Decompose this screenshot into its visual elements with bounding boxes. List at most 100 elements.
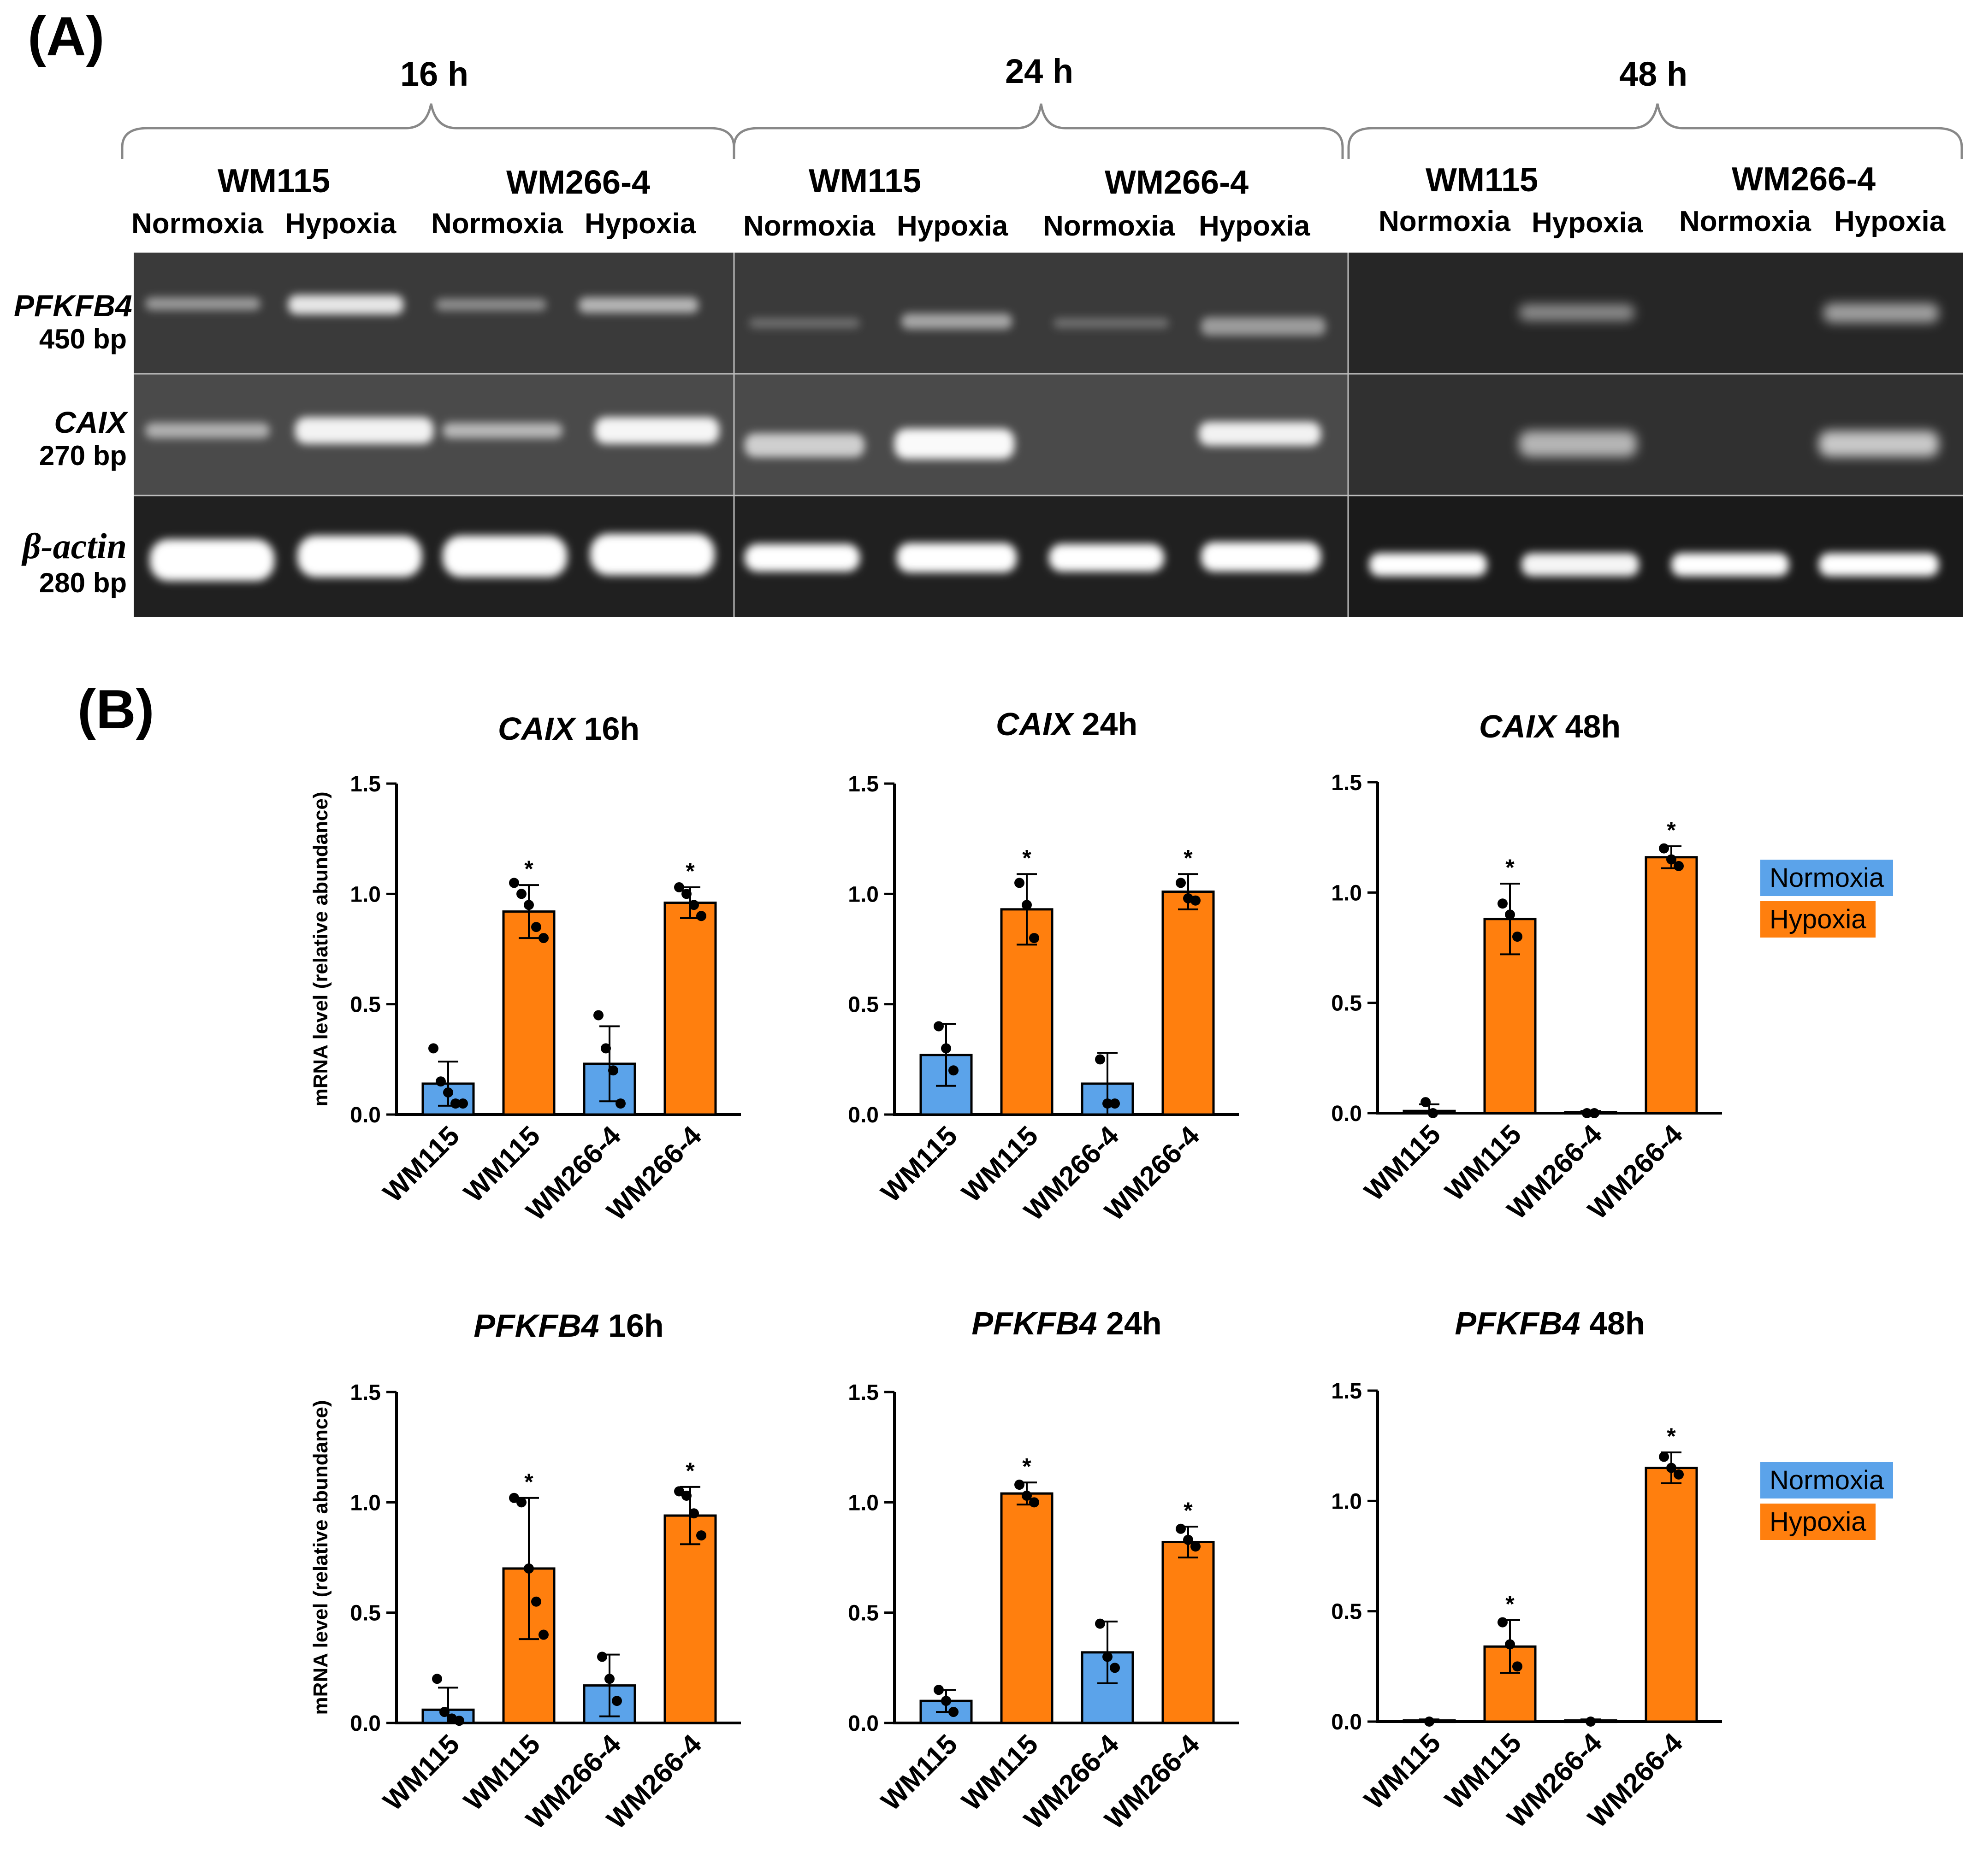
data-point: [1666, 854, 1676, 865]
data-point: [458, 1098, 468, 1109]
band-size: 270 bp: [39, 440, 127, 471]
y-tick-label: 1.0: [848, 882, 879, 907]
data-point: [696, 911, 706, 921]
x-tick-label: WM115: [875, 1729, 963, 1817]
band: [1819, 431, 1939, 457]
panel-a-gel-figure: [121, 103, 1963, 617]
y-tick-label: 0.0: [1331, 1710, 1362, 1734]
band: [897, 543, 1017, 572]
timepoint-48h: 48 h: [1619, 55, 1688, 93]
y-tick-label: 1.5: [1331, 1379, 1362, 1404]
data-point: [1022, 900, 1032, 910]
data-point: [509, 878, 519, 888]
chart-title-time: 24h: [1097, 1305, 1162, 1341]
significance-marker: *: [1022, 1453, 1031, 1479]
chart-title-gene: CAIX: [1479, 708, 1558, 744]
data-point: [454, 1716, 464, 1726]
data-point: [1659, 1451, 1669, 1462]
chart-title-time: 16h: [575, 711, 639, 747]
significance-marker: *: [1184, 845, 1193, 871]
band: [150, 539, 274, 581]
y-tick-label: 1.5: [350, 1380, 381, 1405]
condition-header: Normoxia: [1679, 206, 1811, 237]
band: [1201, 542, 1321, 572]
gene-name: PFKFB4: [14, 289, 132, 323]
data-point: [1424, 1717, 1434, 1727]
x-tick-label: WM115: [377, 1729, 465, 1817]
condition-header: Normoxia: [1379, 206, 1510, 237]
y-tick-label: 0.0: [848, 1103, 879, 1127]
y-tick-label: 1.0: [1331, 881, 1362, 905]
band: [1519, 304, 1634, 321]
band: [288, 295, 403, 314]
data-point: [1582, 1108, 1592, 1118]
data-point: [1183, 1534, 1193, 1545]
data-point: [604, 1674, 615, 1684]
data-point: [531, 922, 541, 932]
significance-marker: *: [1667, 1423, 1676, 1449]
condition-header: Hypoxia: [897, 210, 1008, 242]
band: [1199, 422, 1321, 446]
band: [1823, 303, 1939, 323]
band: [595, 417, 719, 444]
data-point: [1498, 898, 1508, 909]
chart-title: PFKFB4 24h: [971, 1305, 1161, 1341]
chart-title-time: 48h: [1580, 1305, 1645, 1341]
chart-title-gene: PFKFB4: [474, 1308, 599, 1344]
data-point: [1498, 1617, 1508, 1628]
y-tick-label: 1.5: [1331, 771, 1362, 795]
data-point: [439, 1707, 450, 1717]
significance-marker: *: [1505, 1591, 1515, 1617]
data-point: [696, 1530, 706, 1541]
brace-24h: [733, 103, 1344, 159]
y-tick-label: 1.5: [848, 1380, 879, 1405]
chart-title-time: 24h: [1073, 706, 1137, 742]
cell-line-header: WM266-4: [1105, 164, 1249, 201]
chart-title-gene: CAIX: [498, 711, 577, 747]
chart-title: CAIX 24h: [996, 706, 1137, 742]
condition-header: Hypoxia: [585, 208, 696, 240]
y-tick-label: 1.0: [350, 1491, 381, 1515]
significance-marker: *: [524, 1469, 533, 1495]
x-tick-label: WM115: [875, 1120, 963, 1208]
data-point: [1659, 843, 1669, 854]
data-point: [1014, 878, 1024, 888]
data-point: [1029, 933, 1039, 944]
bar: [1161, 1540, 1215, 1724]
y-tick-label: 1.0: [848, 1491, 879, 1515]
band: [1521, 553, 1639, 576]
data-point: [941, 1696, 951, 1706]
timepoint-24h: 24 h: [1005, 52, 1074, 90]
band-size: 280 bp: [39, 567, 127, 598]
band: [297, 536, 422, 577]
y-tick-label: 0.0: [350, 1711, 381, 1736]
chart-title: PFKFB4 48h: [1455, 1305, 1645, 1341]
data-point: [1102, 1098, 1113, 1109]
data-point: [674, 1486, 684, 1497]
data-point: [432, 1674, 442, 1684]
timepoint-16h: 16 h: [400, 55, 469, 93]
significance-marker: *: [1505, 855, 1515, 880]
data-point: [524, 1563, 534, 1574]
data-point: [428, 1043, 438, 1054]
data-point: [1095, 1054, 1105, 1065]
significance-marker: *: [686, 858, 695, 884]
condition-header: Hypoxia: [1834, 206, 1946, 237]
data-point: [1176, 878, 1186, 888]
y-tick-label: 0.0: [350, 1103, 381, 1127]
data-point: [539, 1629, 549, 1640]
data-point: [597, 1652, 607, 1662]
cell-line-header: WM115: [1426, 162, 1539, 199]
band: [590, 534, 715, 575]
band: [295, 417, 433, 444]
condition-header: Normoxia: [743, 210, 875, 242]
data-point: [681, 889, 692, 899]
x-tick-label: WM115: [377, 1120, 465, 1208]
data-point: [1586, 1717, 1596, 1727]
y-tick-label: 0.5: [848, 993, 879, 1017]
data-point: [1512, 932, 1522, 942]
y-tick-label: 1.0: [350, 882, 381, 907]
chart-title-time: 16h: [599, 1308, 664, 1344]
data-point: [450, 1098, 461, 1109]
